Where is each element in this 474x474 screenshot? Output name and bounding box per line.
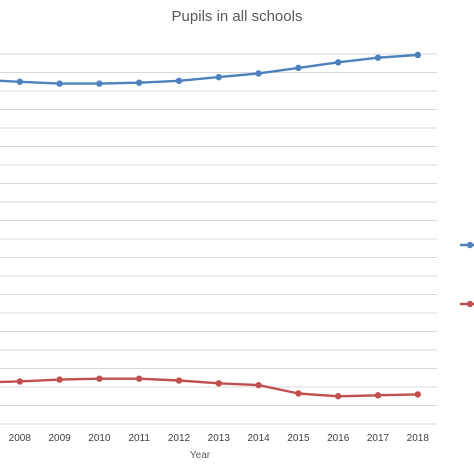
x-tick-label: 2009 [48,433,71,444]
data-point [175,77,183,85]
series-line-1 [0,53,418,85]
data-point [374,54,382,61]
x-tick-label: 2015 [287,433,310,444]
data-point [295,64,302,72]
series-line-2 [0,377,418,398]
series-lines [0,51,421,400]
x-tick-label: 2008 [9,433,32,444]
x-tick-label: 2017 [367,433,390,444]
data-point [255,381,262,389]
legend-marker-1 [466,241,474,249]
data-point [136,79,143,86]
data-point [16,378,23,385]
data-point [56,376,63,383]
data-point [335,393,342,400]
data-point [96,80,103,87]
x-tick-label: 2012 [168,433,191,444]
legend-marker-2 [466,300,474,308]
data-point [215,73,222,81]
x-tick-label: 2013 [208,433,231,444]
data-point [374,392,382,399]
data-point [136,375,143,382]
x-tick-label: 2018 [407,433,430,444]
chart-title: Pupils in all schools [172,8,303,25]
x-tick-label: 2010 [88,433,111,444]
x-axis-label: Year [190,450,211,461]
data-point [255,70,262,77]
data-point [16,78,23,85]
data-point [215,380,222,387]
data-point [414,391,421,398]
gridlines [0,53,437,425]
x-tick-label: 2014 [247,433,270,444]
data-point [335,59,342,66]
data-point [414,51,421,59]
data-point [56,80,63,87]
data-point [295,390,302,397]
x-tick-labels: 2008 2009 2010 2011 2012 2013 2014 2015 2016 2017… [9,433,430,444]
x-tick-label: 2011 [128,433,150,444]
legend [460,241,474,308]
data-point [175,377,183,384]
data-point [96,375,103,382]
x-tick-label: 2016 [327,433,350,444]
